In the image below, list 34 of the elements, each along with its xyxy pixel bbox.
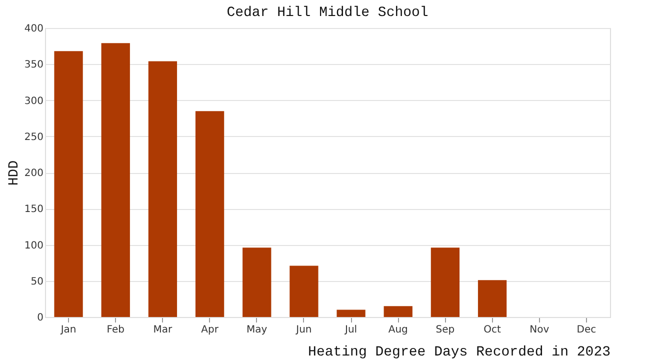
bar bbox=[242, 248, 272, 317]
bar bbox=[101, 43, 130, 317]
bar bbox=[478, 280, 507, 317]
bar bbox=[336, 310, 366, 317]
x-tick-label: Dec bbox=[576, 324, 596, 336]
x-tick-label: Jul bbox=[344, 324, 358, 336]
y-tick-label: 250 bbox=[24, 132, 44, 143]
x-tick-label: Aug bbox=[388, 324, 408, 336]
y-axis-title: HDD bbox=[6, 160, 22, 186]
x-tick-label: May bbox=[246, 324, 268, 336]
y-tick-label: 200 bbox=[24, 168, 44, 179]
y-tick-label: 400 bbox=[24, 24, 44, 34]
x-tick-label: Feb bbox=[106, 324, 124, 336]
y-tick-label: 350 bbox=[24, 60, 44, 71]
chart-title: Cedar Hill Middle School bbox=[226, 5, 428, 21]
x-tick-label: Oct bbox=[484, 324, 502, 336]
y-tick-label: 150 bbox=[24, 204, 44, 216]
y-tick-label: 50 bbox=[30, 276, 44, 288]
y-tick-label: 100 bbox=[24, 240, 44, 252]
x-tick-label: Apr bbox=[201, 324, 220, 336]
y-tick-label: 300 bbox=[24, 96, 44, 107]
bar bbox=[148, 61, 178, 317]
x-tick-label: Nov bbox=[530, 324, 550, 336]
bar bbox=[384, 306, 412, 317]
x-tick-label: Mar bbox=[153, 324, 174, 336]
x-tick-label: Jun bbox=[295, 324, 312, 336]
bar bbox=[195, 111, 224, 317]
y-tick-label: 0 bbox=[37, 312, 44, 324]
x-tick-label: Jan bbox=[60, 324, 76, 336]
bar bbox=[430, 248, 460, 317]
x-tick-label: Sep bbox=[436, 324, 455, 336]
x-axis-title: Heating Degree Days Recorded in 2023 bbox=[308, 344, 610, 360]
bar bbox=[290, 266, 318, 317]
bar bbox=[54, 51, 83, 317]
